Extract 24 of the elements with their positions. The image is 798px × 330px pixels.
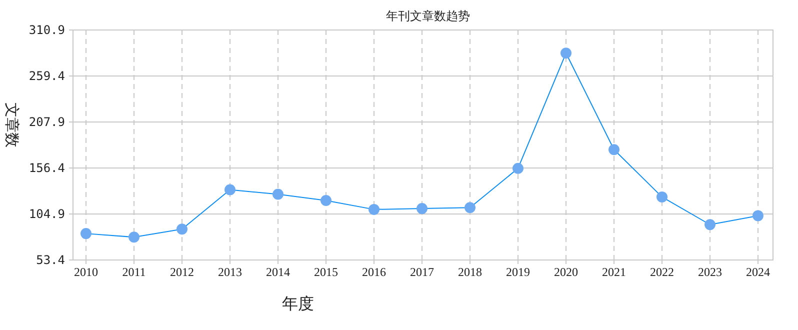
y-tick-label: 310.9 bbox=[28, 23, 65, 37]
x-tick-label: 2018 bbox=[458, 265, 482, 279]
x-tick-label: 2014 bbox=[266, 265, 290, 279]
x-tick-label: 2012 bbox=[170, 265, 194, 279]
x-tick-label: 2023 bbox=[698, 265, 722, 279]
x-tick-label: 2016 bbox=[362, 265, 386, 279]
y-tick-label: 53.4 bbox=[36, 253, 65, 267]
x-tick-label: 2010 bbox=[74, 265, 98, 279]
x-tick-label: 2017 bbox=[410, 265, 434, 279]
chart-title: 年刊文章数趋势 bbox=[386, 9, 470, 23]
x-tick-label: 2021 bbox=[602, 265, 626, 279]
x-tick-label: 2022 bbox=[650, 265, 674, 279]
y-tick-label: 104.9 bbox=[28, 207, 65, 221]
x-tick-label: 2011 bbox=[122, 265, 146, 279]
x-tick-label: 2019 bbox=[506, 265, 530, 279]
x-tick-label: 2024 bbox=[746, 265, 770, 279]
y-tick-label: 156.4 bbox=[28, 161, 65, 175]
x-axis-title: 年度 bbox=[282, 295, 314, 313]
x-tick-label: 2013 bbox=[218, 265, 242, 279]
y-tick-label: 207.9 bbox=[28, 115, 65, 129]
y-axis-title: 文章数 bbox=[3, 102, 20, 148]
x-tick-label: 2015 bbox=[314, 265, 338, 279]
y-tick-label: 259.4 bbox=[28, 69, 65, 83]
x-tick-label: 2020 bbox=[554, 265, 578, 279]
